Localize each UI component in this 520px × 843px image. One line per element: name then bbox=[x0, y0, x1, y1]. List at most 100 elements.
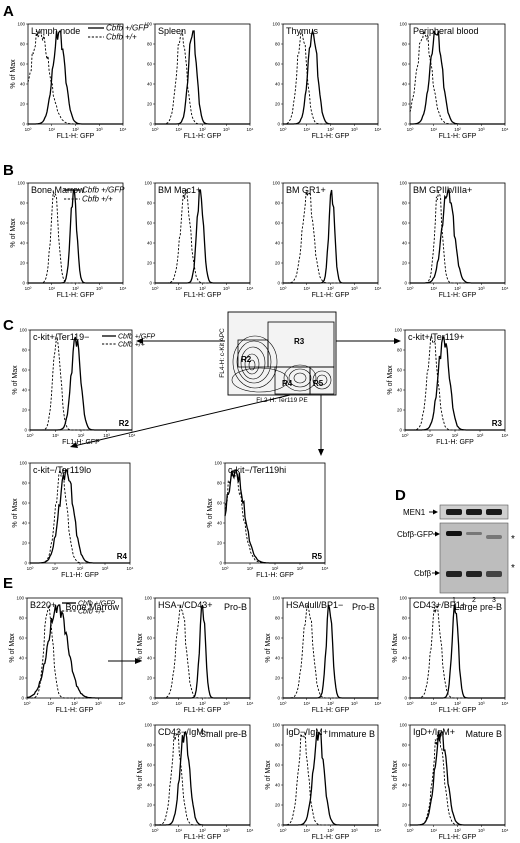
y-tick-label: 60 bbox=[275, 221, 281, 226]
x-tick-label: 10⁴ bbox=[375, 828, 382, 833]
x-axis-label: FL1-H: GFP bbox=[256, 572, 294, 579]
legend-e-solid-label: Cbfb +/GFP bbox=[78, 601, 115, 608]
histogram-bone-marrow: Bone Marrow 0 20 40 60 80 100 10⁰ 10¹ 10² 10³ 10⁴ FL… bbox=[10, 181, 127, 299]
legend-c: Cbfb +/GFP Cbfb +/+ bbox=[102, 334, 155, 349]
wildtype-histogram-line bbox=[410, 731, 505, 826]
y-tick-label: 0 bbox=[404, 823, 407, 828]
x-tick-label: 10² bbox=[454, 127, 461, 132]
x-axis-label: FL1-H: GFP bbox=[57, 292, 95, 299]
gfp-histogram-line bbox=[283, 604, 378, 699]
legend-a-dashed-label: Cbfb +/+ bbox=[106, 33, 137, 42]
y-tick-label: 80 bbox=[20, 201, 26, 206]
gfp-histogram-line bbox=[26, 604, 122, 699]
x-tick-label: 10¹ bbox=[175, 286, 182, 291]
x-tick-label: 10⁴ bbox=[375, 286, 382, 291]
histogram-r4: c-kit−/Ter119lo R4 0 20 40 60 80 100 10⁰ 10¹ 10² 10… bbox=[12, 461, 134, 579]
y-tick-label: 40 bbox=[147, 82, 153, 87]
x-tick-label: 10¹ bbox=[52, 433, 59, 438]
panel-label-e: E bbox=[3, 575, 13, 592]
panel-title: CD43−/IgM− bbox=[158, 727, 209, 737]
gfp-histogram-line bbox=[410, 189, 505, 284]
panel-label-a: A bbox=[3, 3, 14, 20]
y-tick-label: 20 bbox=[275, 803, 281, 808]
panel-title: Bone Marrow bbox=[31, 185, 85, 195]
y-tick-label: 60 bbox=[397, 368, 403, 373]
x-tick-label: 10⁴ bbox=[322, 566, 329, 571]
y-tick-label: 0 bbox=[24, 428, 27, 433]
contour-plot: R2 R3 R4 R5 FL2-H: Ter119 PE FL4-H: c-Ki… bbox=[219, 311, 337, 404]
x-tick-label: 10² bbox=[327, 701, 334, 706]
y-tick-label: 20 bbox=[402, 261, 408, 266]
x-tick-label: 10⁰ bbox=[407, 286, 414, 291]
blot-asterisk-1: * bbox=[511, 534, 515, 545]
y-tick-label: 0 bbox=[219, 561, 222, 566]
histogram-large-pre-b: CD43+/BP1+Large pre-B 0 20 40 60 80 100 10⁰ 10¹ 1… bbox=[392, 596, 509, 714]
x-tick-label: 10² bbox=[272, 566, 279, 571]
gfp-histogram-line bbox=[155, 189, 250, 284]
y-tick-label: 60 bbox=[402, 636, 408, 641]
y-tick-label: 20 bbox=[147, 261, 153, 266]
x-tick-label: 10⁰ bbox=[152, 701, 159, 706]
x-axis-label: FL1-H: GFP bbox=[61, 572, 99, 579]
x-tick-label: 10¹ bbox=[430, 286, 437, 291]
gfp-histogram-line bbox=[155, 604, 250, 699]
y-tick-label: 80 bbox=[19, 616, 25, 621]
x-tick-label: 10⁴ bbox=[247, 127, 254, 132]
y-tick-label: 100 bbox=[214, 461, 222, 466]
y-tick-label: 20 bbox=[402, 676, 408, 681]
x-tick-label: 10⁰ bbox=[25, 286, 32, 291]
wildtype-histogram-line bbox=[27, 604, 122, 699]
gfp-histogram-line bbox=[28, 188, 123, 284]
histogram-small-pre-b: CD43−/IgM−Small pre-B 0 20 40 60 80 100 10⁰ 10¹ 1… bbox=[137, 723, 254, 841]
panel-label-b: B bbox=[3, 162, 14, 179]
x-tick-label: 10³ bbox=[351, 127, 358, 132]
y-tick-label: 40 bbox=[19, 656, 25, 661]
x-tick-label: 10² bbox=[454, 286, 461, 291]
population-label: Bone Marrow bbox=[65, 602, 119, 612]
y-tick-label: 0 bbox=[399, 428, 402, 433]
x-axis-label: FL1-H: GFP bbox=[312, 292, 350, 299]
y-tick-label: 20 bbox=[275, 261, 281, 266]
x-tick-label: 10² bbox=[72, 127, 79, 132]
wildtype-histogram-line bbox=[27, 30, 123, 125]
y-tick-label: 20 bbox=[20, 102, 26, 107]
x-tick-label: 10² bbox=[452, 433, 459, 438]
x-tick-label: 10⁰ bbox=[280, 127, 287, 132]
histogram-b220: B220+ Bone Marrow 0 20 40 60 80 100 10⁰ 10¹ 10² 10³… bbox=[9, 596, 126, 714]
x-tick-label: 10⁴ bbox=[502, 701, 509, 706]
y-tick-label: 40 bbox=[147, 656, 153, 661]
region-label: R4 bbox=[117, 552, 128, 561]
gfp-histogram-line bbox=[405, 336, 505, 431]
x-axis-label: FL1-H: GFP bbox=[312, 133, 350, 140]
x-tick-label: 10² bbox=[77, 566, 84, 571]
y-tick-label: 0 bbox=[277, 823, 280, 828]
x-tick-label: 10¹ bbox=[175, 127, 182, 132]
x-tick-label: 10⁴ bbox=[247, 286, 254, 291]
population-label: Pro-B bbox=[352, 602, 375, 612]
y-tick-label: 0 bbox=[22, 281, 25, 286]
x-axis-label: FL1-H: GFP bbox=[184, 292, 222, 299]
y-tick-label: 60 bbox=[147, 763, 153, 768]
y-tick-label: 40 bbox=[275, 82, 281, 87]
histogram-r5: c-kit−/Ter119hi R5 0 20 40 60 80 100 10⁰ 10¹ 10² 10… bbox=[207, 461, 329, 579]
x-tick-label: 10⁰ bbox=[27, 566, 34, 571]
wildtype-histogram-line bbox=[282, 30, 378, 125]
y-tick-label: 80 bbox=[22, 348, 28, 353]
x-tick-label: 10³ bbox=[223, 701, 230, 706]
contour-plot-frame bbox=[227, 311, 337, 396]
y-tick-label: 60 bbox=[22, 368, 28, 373]
gate-r3-label: R3 bbox=[294, 337, 305, 346]
x-tick-label: 10³ bbox=[351, 828, 358, 833]
y-tick-label: 80 bbox=[402, 201, 408, 206]
region-label: R5 bbox=[312, 552, 323, 561]
y-tick-label: 20 bbox=[275, 102, 281, 107]
arrow-to-r4 bbox=[73, 394, 291, 447]
plot-frame bbox=[409, 182, 506, 284]
y-tick-label: 0 bbox=[277, 281, 280, 286]
x-tick-label: 10¹ bbox=[303, 127, 310, 132]
x-tick-label: 10⁰ bbox=[407, 828, 414, 833]
contour-lines bbox=[231, 335, 332, 393]
y-tick-label: 60 bbox=[22, 501, 28, 506]
y-axis-label: % of Max bbox=[207, 498, 214, 528]
